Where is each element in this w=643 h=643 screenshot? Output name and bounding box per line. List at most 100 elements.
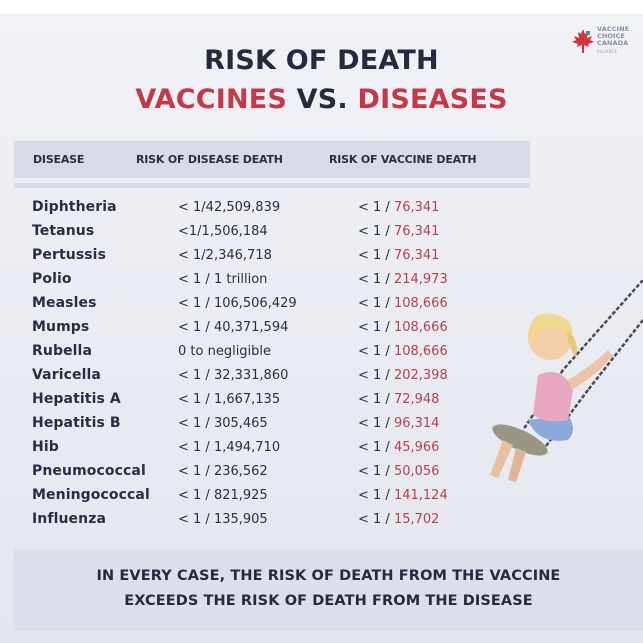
vaccine-risk-value: 45,966 <box>393 440 440 455</box>
disease-name: Influenza <box>32 511 106 527</box>
disease-name: Meningococcal <box>32 487 150 503</box>
table-row: Influenza < 1 / 135,905 < 1 / 15,702 <box>0 508 643 532</box>
top-border <box>0 0 643 14</box>
footer-line-2: EXCEEDS THE RISK OF DEATH FROM THE DISEA… <box>124 593 533 609</box>
vaccine-risk-prefix: < 1 / <box>358 224 394 239</box>
maple-leaf-icon <box>572 29 594 53</box>
table-row: Hib < 1 / 1,494,710 < 1 / 45,966 <box>0 436 643 460</box>
page-subtitle: VACCINES VS. DISEASES <box>0 82 643 118</box>
vaccine-risk-prefix: < 1 / <box>358 464 394 479</box>
disease-name: Rubella <box>32 343 93 359</box>
vaccine-risk-prefix: < 1 / <box>358 272 394 287</box>
vaccine-risk-prefix: < 1 / <box>358 440 394 455</box>
vaccine-death-risk: < 1 / 72,948 <box>358 392 439 407</box>
table-row: Rubella 0 to negligible < 1 / 108,666 <box>0 340 643 364</box>
disease-death-risk: < 1 / 135,905 <box>178 512 268 527</box>
logo-line-3: CANADA <box>597 39 629 48</box>
disease-name: Hib <box>32 439 59 455</box>
disease-name: Hepatitis A <box>32 391 121 407</box>
disease-death-risk: < 1 / 1,494,710 <box>178 440 281 455</box>
subtitle-diseases: DISEASES <box>357 84 508 115</box>
disease-name: Pneumococcal <box>32 463 146 479</box>
vaccine-death-risk: < 1 / 76,341 <box>358 224 439 239</box>
disease-name: Pertussis <box>32 247 107 263</box>
vaccine-death-risk: < 1 / 141,124 <box>358 488 448 503</box>
vaccine-risk-value: 108,666 <box>393 344 448 359</box>
vaccine-risk-value: 76,341 <box>393 248 440 263</box>
table-header-band <box>14 141 530 178</box>
disease-death-risk: < 1 / 40,371,594 <box>178 320 289 335</box>
logo-text: VACCINE CHOICE CANADA ALLIANCE <box>597 25 641 55</box>
vaccine-risk-value: 214,973 <box>393 272 448 287</box>
vaccine-risk-value: 141,124 <box>393 488 448 503</box>
footer-band <box>14 549 643 631</box>
table-row: Diphtheria < 1/42,509,839 < 1 / 76,341 <box>0 196 643 220</box>
footer-line-1: IN EVERY CASE, THE RISK OF DEATH FROM TH… <box>96 568 561 584</box>
vaccine-risk-prefix: < 1 / <box>358 200 394 215</box>
disease-death-risk: < 1/2,346,718 <box>178 248 272 263</box>
vaccine-risk-value: 76,341 <box>393 200 440 215</box>
table-row: Mumps < 1 / 40,371,594 < 1 / 108,666 <box>0 316 643 340</box>
page-title: RISK OF DEATH <box>204 45 439 76</box>
vaccine-risk-prefix: < 1 / <box>358 512 394 527</box>
subtitle-vs: VS. <box>287 84 358 115</box>
vaccine-risk-value: 96,314 <box>393 416 440 431</box>
header-disease-risk: RISK OF DISEASE DEATH <box>136 153 283 166</box>
table-row: Varicella < 1 / 32,331,860 < 1 / 202,398 <box>0 364 643 388</box>
vaccine-death-risk: < 1 / 45,966 <box>358 440 439 455</box>
disease-name: Hepatitis B <box>32 415 121 431</box>
disease-death-risk: < 1 / 236,562 <box>178 464 268 479</box>
disease-death-risk: < 1 / 821,925 <box>178 488 268 503</box>
disease-name: Polio <box>32 271 72 287</box>
vaccine-risk-value: 108,666 <box>393 296 448 311</box>
vaccine-risk-prefix: < 1 / <box>358 320 394 335</box>
vaccine-risk-prefix: < 1 / <box>358 248 394 263</box>
vaccine-risk-prefix: < 1 / <box>358 488 394 503</box>
header-disease: DISEASE <box>33 153 85 166</box>
disease-name: Diphtheria <box>32 199 117 215</box>
vaccine-death-risk: < 1 / 202,398 <box>358 368 448 383</box>
table-row: Pertussis < 1/2,346,718 < 1 / 76,341 <box>0 244 643 268</box>
subtitle-vaccines: VACCINES <box>135 84 288 115</box>
vaccine-risk-value: 15,702 <box>393 512 440 527</box>
vaccine-risk-prefix: < 1 / <box>358 368 394 383</box>
vaccine-death-risk: < 1 / 108,666 <box>358 296 448 311</box>
vaccine-risk-value: 50,056 <box>393 464 440 479</box>
vaccine-death-risk: < 1 / 214,973 <box>358 272 448 287</box>
logo-line-4: ALLIANCE <box>597 48 618 54</box>
child-on-swing-image <box>490 280 643 482</box>
table-row: Polio < 1 / 1 trillion < 1 / 214,973 <box>0 268 643 292</box>
table-row: Hepatitis B < 1 / 305,465 < 1 / 96,314 <box>0 412 643 436</box>
vaccine-risk-prefix: < 1 / <box>358 296 394 311</box>
disease-death-risk: < 1 / 32,331,860 <box>178 368 289 383</box>
vaccine-death-risk: < 1 / 108,666 <box>358 320 448 335</box>
vaccine-death-risk: < 1 / 50,056 <box>358 464 439 479</box>
header-divider <box>14 183 530 188</box>
table-row: Meningococcal < 1 / 821,925 < 1 / 141,124 <box>0 484 643 508</box>
logo-line-1: VACCINE <box>597 25 630 33</box>
vaccine-risk-prefix: < 1 / <box>358 416 394 431</box>
table-row: Measles < 1 / 106,506,429 < 1 / 108,666 <box>0 292 643 316</box>
vaccine-death-risk: < 1 / 76,341 <box>358 200 439 215</box>
disease-death-risk: < 1/42,509,839 <box>178 200 281 215</box>
table-row: Hepatitis A < 1 / 1,667,135 < 1 / 72,948 <box>0 388 643 412</box>
disease-name: Measles <box>32 295 97 311</box>
vaccine-risk-value: 108,666 <box>393 320 448 335</box>
vaccine-risk-value: 76,341 <box>393 224 440 239</box>
disease-death-risk: < 1 / 305,465 <box>178 416 268 431</box>
disease-name: Tetanus <box>32 223 95 239</box>
vaccine-risk-prefix: < 1 / <box>358 344 394 359</box>
table-row: Tetanus <1/1,506,184 < 1 / 76,341 <box>0 220 643 244</box>
disease-name: Varicella <box>32 367 101 383</box>
disease-death-risk: 0 to negligible <box>178 344 272 359</box>
vaccine-risk-prefix: < 1 / <box>358 392 394 407</box>
disease-death-risk: <1/1,506,184 <box>178 224 268 239</box>
header-vaccine-risk: RISK OF VACCINE DEATH <box>329 153 477 166</box>
disease-death-risk: < 1 / 1,667,135 <box>178 392 281 407</box>
vaccine-risk-value: 202,398 <box>393 368 448 383</box>
disease-name: Mumps <box>32 319 90 335</box>
vaccine-death-risk: < 1 / 15,702 <box>358 512 439 527</box>
vaccine-risk-value: 72,948 <box>393 392 440 407</box>
vaccine-death-risk: < 1 / 96,314 <box>358 416 439 431</box>
